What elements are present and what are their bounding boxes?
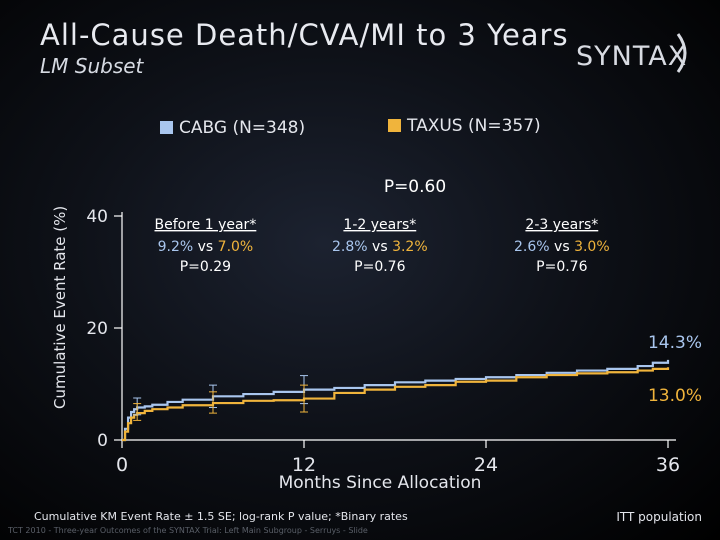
footnote: Cumulative KM Event Rate ± 1.5 SE; log-r… — [34, 510, 408, 523]
x-axis-label: Months Since Allocation — [278, 473, 482, 493]
x-tick-label: 36 — [656, 454, 680, 476]
interval-rates: 9.2% vs 7.0% — [158, 239, 254, 255]
interval-heading: Before 1 year* — [155, 217, 257, 233]
interval-heading: 1-2 years* — [343, 217, 416, 233]
y-tick-label: 20 — [86, 319, 108, 339]
legend-cabg-swatch — [160, 121, 173, 134]
taxus-end-label: 13.0% — [648, 386, 702, 406]
slide-title: All-Cause Death/CVA/MI to 3 Years — [40, 18, 569, 52]
slide-subtitle: LM Subset — [40, 54, 144, 78]
legend-taxus-label: TAXUS (N=357) — [407, 116, 541, 136]
legend-taxus-swatch — [388, 119, 401, 132]
interval-rates: 2.6% vs 3.0% — [514, 239, 610, 255]
source-line: TCT 2010 - Three-year Outcomes of the SY… — [8, 526, 368, 535]
cabg-end-label: 14.3% — [648, 333, 702, 353]
legend-taxus: TAXUS (N=357) — [388, 116, 541, 136]
legend-cabg: CABG (N=348) — [160, 118, 305, 138]
population-label: ITT population — [616, 510, 702, 524]
interval-heading: 2-3 years* — [525, 217, 598, 233]
taxus-curve — [122, 367, 670, 442]
interval-p-value: P=0.76 — [536, 259, 587, 275]
x-tick-label: 12 — [292, 454, 316, 476]
cabg-curve — [122, 359, 670, 442]
y-tick-label: 0 — [97, 431, 108, 451]
legend-cabg-label: CABG (N=348) — [179, 118, 306, 138]
interval-rates: 2.8% vs 3.2% — [332, 239, 428, 255]
overall-p-value: P=0.60 — [384, 177, 446, 197]
syntax-logo-text: SYNTAX — [576, 41, 687, 72]
y-tick-label: 40 — [86, 207, 108, 227]
syntax-logo: SYNTAX — [576, 33, 687, 73]
interval-p-value: P=0.29 — [180, 259, 231, 275]
x-tick-label: 24 — [474, 454, 498, 476]
interval-p-value: P=0.76 — [354, 259, 405, 275]
x-tick-label: 0 — [116, 454, 128, 476]
